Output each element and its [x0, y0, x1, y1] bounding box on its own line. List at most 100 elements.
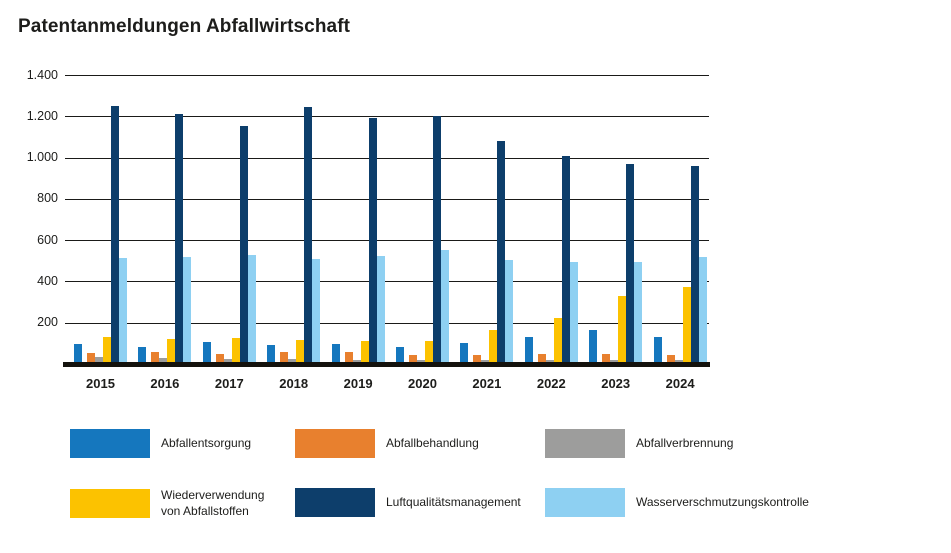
- bar-2015-series-0: [74, 344, 82, 364]
- gridline-200: [65, 322, 709, 324]
- x-tick-label-2024: 2024: [665, 376, 695, 391]
- legend-label: Abfallbehandlung: [386, 435, 479, 450]
- bar-2020-series-4: [433, 116, 441, 364]
- bar-2017-series-5: [247, 255, 256, 364]
- bar-2024-series-5: [698, 257, 707, 364]
- bar-2018-series-1: [280, 352, 289, 364]
- bar-2017-series-2: [223, 359, 232, 364]
- bar-2022-series-1: [537, 354, 546, 364]
- x-tick-label-2017: 2017: [214, 376, 244, 391]
- bar-2015-series-5: [119, 258, 127, 364]
- x-tick-label-2020: 2020: [408, 376, 437, 391]
- bar-2022-series-4: [561, 156, 570, 364]
- bar-2018-series-0: [267, 345, 276, 364]
- legend-item-5: Wasserverschmutzungskontrolle: [545, 488, 809, 517]
- bar-2023-series-0: [589, 330, 598, 364]
- bar-2017-series-4: [239, 126, 248, 364]
- bar-2023-series-3: [618, 296, 627, 364]
- x-axis-line: [63, 362, 710, 367]
- y-tick-label: 800: [37, 191, 58, 206]
- x-tick-label-2023: 2023: [601, 376, 631, 391]
- bar-2021-series-1: [473, 355, 482, 364]
- chart-title: Patentanmeldungen Abfallwirtschaft: [18, 16, 351, 37]
- bar-2017-series-3: [231, 338, 240, 364]
- bar-2016-series-2: [159, 358, 168, 364]
- gridline-1200: [65, 116, 709, 118]
- bar-2022-series-5: [569, 262, 578, 364]
- legend-item-3: Wiederverwendung von Abfallstoffen: [70, 488, 279, 519]
- bar-2024-series-4: [690, 166, 699, 364]
- legend-item-4: Luftqualitätsmanagement: [295, 488, 521, 517]
- legend-item-1: Abfallbehandlung: [295, 429, 479, 458]
- bar-2019-series-0: [331, 344, 340, 364]
- bar-2024-series-3: [682, 287, 691, 364]
- legend-label: Abfallentsorgung: [161, 435, 252, 450]
- bar-2021-series-3: [489, 330, 498, 364]
- bar-2015-series-3: [103, 337, 111, 364]
- x-tick-label-2021: 2021: [472, 376, 502, 391]
- bar-2016-series-1: [151, 352, 160, 364]
- bar-2016-series-5: [183, 257, 192, 364]
- bar-2017-series-1: [215, 354, 224, 364]
- bar-2016-series-3: [167, 339, 176, 364]
- bar-2018-series-2: [288, 359, 297, 364]
- legend-swatch: [70, 489, 150, 519]
- bar-2020-series-1: [409, 355, 417, 364]
- bar-2019-series-3: [360, 341, 369, 364]
- bar-2018-series-5: [312, 259, 321, 364]
- legend-item-0: Abfallentsorgung: [70, 429, 251, 458]
- bar-2018-series-3: [296, 340, 305, 364]
- x-tick-label-2022: 2022: [536, 376, 566, 391]
- x-tick-label-2018: 2018: [279, 376, 309, 391]
- legend-swatch: [295, 429, 375, 458]
- bar-2019-series-1: [344, 352, 353, 364]
- legend-swatch: [295, 488, 375, 517]
- legend-label: Luftqualitätsmanagement: [386, 494, 521, 509]
- legend-swatch: [70, 429, 150, 458]
- y-tick-label: 400: [37, 273, 58, 288]
- gridline-1400: [65, 75, 709, 76]
- bar-2015-series-4: [111, 106, 119, 364]
- y-tick-label: 1.000: [26, 150, 58, 165]
- legend-label: Abfallverbrennung: [636, 435, 734, 450]
- y-tick-label: 1.400: [26, 67, 58, 82]
- bar-2018-series-4: [304, 107, 313, 364]
- bar-2017-series-0: [202, 342, 211, 364]
- plot-area: [65, 75, 709, 364]
- legend-label: Wiederverwendung von Abfallstoffen: [161, 488, 265, 518]
- bar-2023-series-4: [626, 164, 635, 364]
- bar-2024-series-1: [666, 355, 675, 364]
- x-tick-label-2015: 2015: [86, 376, 115, 391]
- bar-2020-series-0: [396, 347, 404, 364]
- legend-swatch: [545, 429, 625, 458]
- bar-2024-series-0: [653, 337, 662, 364]
- bar-2015-series-1: [87, 353, 95, 364]
- bar-2022-series-3: [553, 318, 562, 364]
- bar-2016-series-0: [138, 347, 147, 364]
- bar-2022-series-0: [524, 337, 533, 364]
- y-tick-label: 1.200: [26, 108, 58, 123]
- bar-2015-series-2: [95, 357, 103, 364]
- x-tick-label-2019: 2019: [343, 376, 373, 391]
- bar-2020-series-3: [425, 341, 433, 364]
- legend-item-2: Abfallverbrennung: [545, 429, 733, 458]
- bar-2019-series-4: [368, 118, 377, 364]
- y-tick-label: 600: [37, 232, 58, 247]
- bar-2021-series-0: [460, 343, 469, 364]
- gridline-800: [65, 198, 709, 200]
- bar-2023-series-1: [602, 354, 611, 364]
- bar-2020-series-5: [441, 250, 449, 364]
- y-tick-label: 200: [37, 315, 58, 330]
- bar-2021-series-5: [505, 260, 514, 364]
- gridline-600: [65, 240, 709, 242]
- gridline-1000: [65, 157, 709, 159]
- x-tick-label-2016: 2016: [150, 376, 180, 391]
- gridline-400: [65, 281, 709, 283]
- bar-2023-series-5: [634, 262, 643, 364]
- legend-label: Wasserverschmutzungskontrolle: [636, 494, 809, 509]
- legend-swatch: [545, 488, 625, 517]
- bar-2021-series-4: [497, 141, 506, 364]
- bar-2016-series-4: [175, 114, 184, 364]
- bar-2019-series-5: [376, 256, 385, 364]
